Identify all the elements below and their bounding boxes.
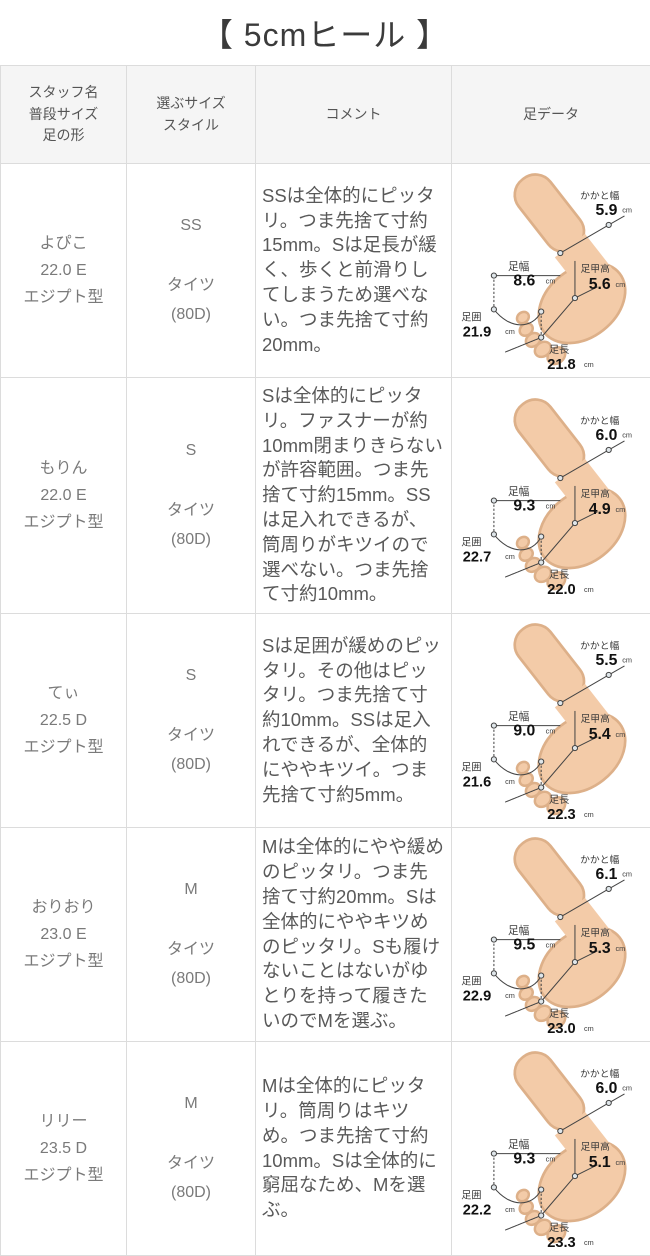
svg-text:cm: cm	[615, 280, 625, 289]
svg-text:かかと幅: かかと幅	[580, 414, 619, 427]
svg-text:cm: cm	[505, 327, 515, 336]
svg-text:cm: cm	[546, 277, 556, 286]
svg-text:21.9: 21.9	[463, 324, 491, 340]
svg-text:5.6: 5.6	[589, 276, 611, 293]
svg-text:かかと幅: かかと幅	[580, 1067, 619, 1080]
svg-text:22.7: 22.7	[463, 549, 491, 565]
svg-text:cm: cm	[505, 777, 515, 786]
svg-text:21.6: 21.6	[463, 774, 491, 790]
svg-text:足囲: 足囲	[461, 312, 481, 324]
svg-text:足幅: 足幅	[508, 1138, 530, 1151]
svg-text:cm: cm	[615, 1158, 625, 1167]
svg-text:足長: 足長	[549, 569, 569, 581]
svg-text:5.5: 5.5	[596, 652, 618, 669]
svg-text:22.2: 22.2	[463, 1202, 491, 1218]
svg-text:cm: cm	[546, 1155, 556, 1164]
svg-text:9.3: 9.3	[513, 1151, 535, 1168]
svg-text:足幅: 足幅	[508, 710, 530, 723]
svg-text:cm: cm	[584, 360, 594, 369]
svg-text:かかと幅: かかと幅	[580, 189, 619, 202]
svg-text:22.9: 22.9	[463, 988, 491, 1004]
svg-text:21.8: 21.8	[547, 357, 575, 373]
svg-text:6.1: 6.1	[596, 866, 618, 883]
svg-text:6.0: 6.0	[596, 427, 618, 444]
svg-text:cm: cm	[584, 1024, 594, 1033]
svg-text:足甲高: 足甲高	[581, 487, 611, 500]
svg-text:足幅: 足幅	[508, 260, 530, 273]
svg-text:cm: cm	[546, 941, 556, 950]
svg-text:足幅: 足幅	[508, 485, 530, 498]
svg-text:足甲高: 足甲高	[581, 712, 611, 725]
svg-text:9.0: 9.0	[513, 723, 535, 740]
svg-text:cm: cm	[615, 505, 625, 514]
svg-text:22.3: 22.3	[547, 807, 575, 823]
svg-text:cm: cm	[546, 727, 556, 736]
svg-text:足長: 足長	[549, 1008, 569, 1020]
svg-text:22.0: 22.0	[547, 582, 575, 598]
svg-text:cm: cm	[505, 552, 515, 561]
svg-text:足甲高: 足甲高	[581, 262, 611, 275]
svg-text:cm: cm	[622, 206, 632, 215]
svg-text:cm: cm	[622, 870, 632, 879]
svg-text:5.3: 5.3	[589, 940, 611, 957]
svg-text:足甲高: 足甲高	[581, 926, 611, 939]
svg-text:6.0: 6.0	[596, 1080, 618, 1097]
svg-text:cm: cm	[584, 810, 594, 819]
svg-text:5.9: 5.9	[596, 202, 618, 219]
svg-text:8.6: 8.6	[513, 273, 535, 290]
svg-text:足囲: 足囲	[461, 1190, 481, 1202]
svg-text:cm: cm	[584, 1238, 594, 1247]
svg-text:4.9: 4.9	[589, 501, 611, 518]
svg-text:cm: cm	[546, 502, 556, 511]
svg-text:足囲: 足囲	[461, 537, 481, 549]
svg-text:足長: 足長	[549, 344, 569, 356]
svg-text:cm: cm	[584, 585, 594, 594]
svg-text:かかと幅: かかと幅	[580, 639, 619, 652]
svg-text:23.0: 23.0	[547, 1021, 575, 1037]
svg-text:5.4: 5.4	[589, 726, 611, 743]
svg-text:5.1: 5.1	[589, 1154, 611, 1171]
svg-text:9.5: 9.5	[513, 937, 535, 954]
svg-text:足甲高: 足甲高	[581, 1140, 611, 1153]
svg-text:cm: cm	[505, 991, 515, 1000]
svg-text:cm: cm	[622, 431, 632, 440]
svg-text:足幅: 足幅	[508, 924, 530, 937]
svg-text:9.3: 9.3	[513, 498, 535, 515]
svg-text:足長: 足長	[549, 794, 569, 806]
svg-text:cm: cm	[615, 730, 625, 739]
svg-text:足囲: 足囲	[461, 976, 481, 988]
svg-text:cm: cm	[622, 1084, 632, 1093]
svg-text:cm: cm	[615, 944, 625, 953]
svg-text:足囲: 足囲	[461, 762, 481, 774]
svg-text:かかと幅: かかと幅	[580, 853, 619, 866]
svg-text:足長: 足長	[549, 1222, 569, 1234]
svg-text:cm: cm	[505, 1205, 515, 1214]
svg-text:23.3: 23.3	[547, 1235, 575, 1251]
svg-text:cm: cm	[622, 656, 632, 665]
